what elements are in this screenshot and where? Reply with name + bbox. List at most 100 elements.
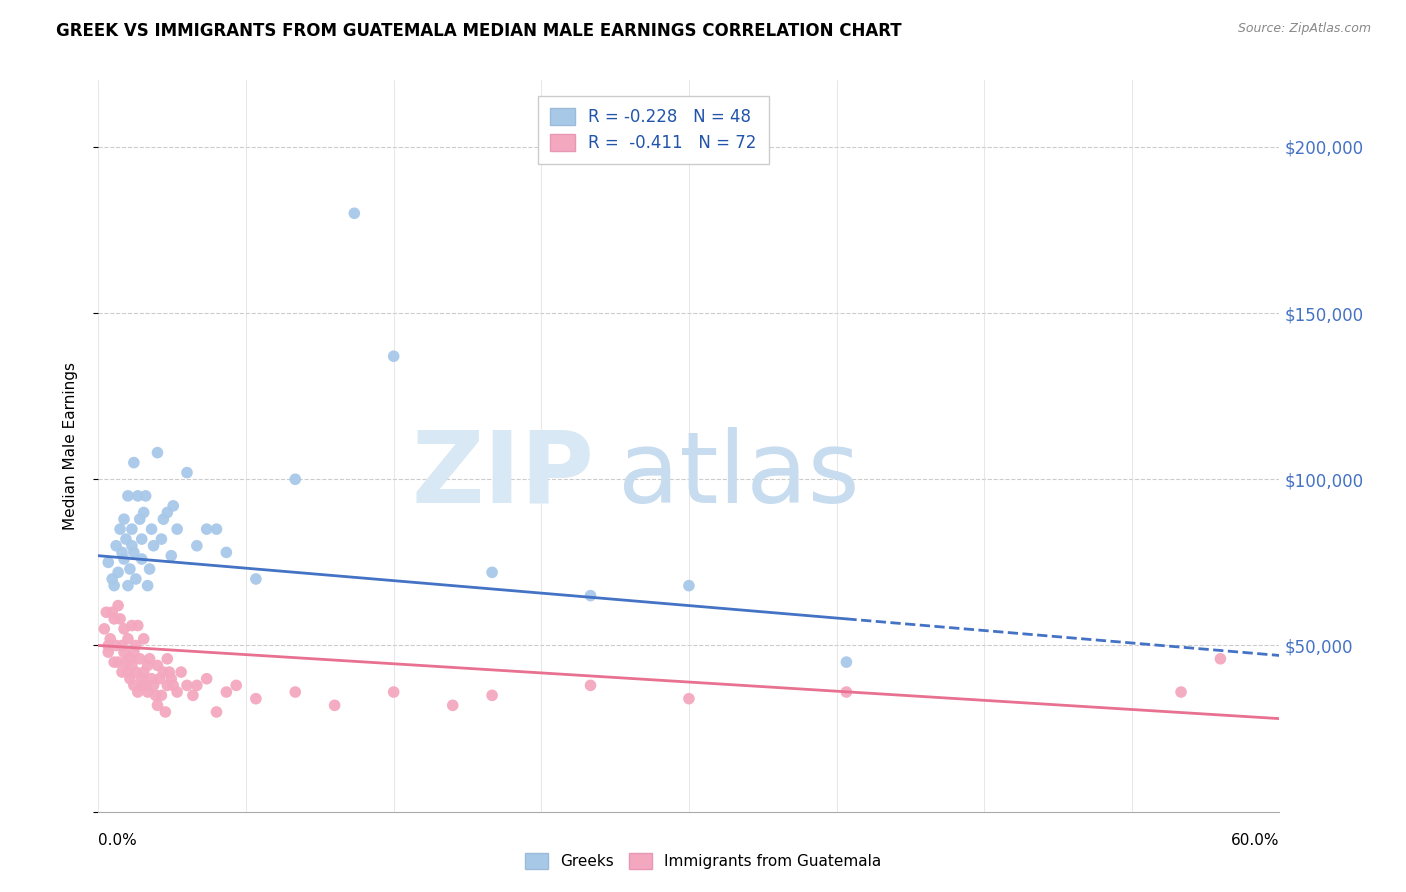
- Point: [382, 685, 405, 699]
- Point: [112, 645, 135, 659]
- Point: [160, 672, 183, 686]
- Point: [118, 562, 141, 576]
- Point: [150, 689, 173, 703]
- Point: [135, 678, 157, 692]
- Point: [121, 658, 143, 673]
- Point: [111, 545, 134, 559]
- Point: [111, 665, 134, 679]
- Point: [125, 639, 148, 653]
- Point: [166, 522, 188, 536]
- Point: [245, 691, 267, 706]
- Point: [215, 545, 238, 559]
- Point: [284, 472, 307, 486]
- Point: [131, 532, 153, 546]
- Point: [97, 555, 120, 569]
- Point: [117, 665, 139, 679]
- Point: [105, 639, 128, 653]
- Point: [108, 522, 131, 536]
- Text: atlas: atlas: [619, 426, 859, 524]
- Point: [131, 672, 153, 686]
- Point: [152, 512, 174, 526]
- Point: [125, 665, 148, 679]
- Point: [131, 552, 153, 566]
- Point: [225, 678, 247, 692]
- Point: [112, 552, 135, 566]
- Legend: R = -0.228   N = 48, R =  -0.411   N = 72: R = -0.228 N = 48, R = -0.411 N = 72: [538, 96, 769, 164]
- Point: [122, 645, 145, 659]
- Point: [108, 612, 131, 626]
- Point: [835, 685, 858, 699]
- Point: [481, 566, 503, 580]
- Point: [162, 499, 184, 513]
- Point: [441, 698, 464, 713]
- Point: [111, 639, 134, 653]
- Point: [98, 632, 121, 646]
- Text: Source: ZipAtlas.com: Source: ZipAtlas.com: [1237, 22, 1371, 36]
- Text: 60.0%: 60.0%: [1232, 832, 1279, 847]
- Text: GREEK VS IMMIGRANTS FROM GUATEMALA MEDIAN MALE EARNINGS CORRELATION CHART: GREEK VS IMMIGRANTS FROM GUATEMALA MEDIA…: [56, 22, 901, 40]
- Point: [122, 456, 145, 470]
- Point: [205, 522, 228, 536]
- Point: [115, 655, 138, 669]
- Point: [166, 685, 188, 699]
- Point: [195, 522, 218, 536]
- Point: [835, 655, 858, 669]
- Point: [127, 618, 149, 632]
- Point: [1170, 685, 1192, 699]
- Point: [127, 489, 149, 503]
- Point: [122, 678, 145, 692]
- Point: [160, 549, 183, 563]
- Point: [343, 206, 366, 220]
- Point: [136, 658, 159, 673]
- Point: [128, 652, 150, 666]
- Point: [93, 622, 115, 636]
- Point: [97, 645, 120, 659]
- Point: [132, 665, 155, 679]
- Point: [107, 599, 129, 613]
- Point: [323, 698, 346, 713]
- Point: [118, 672, 141, 686]
- Point: [138, 562, 160, 576]
- Point: [148, 672, 170, 686]
- Point: [579, 678, 602, 692]
- Point: [284, 685, 307, 699]
- Point: [156, 652, 179, 666]
- Text: ZIP: ZIP: [412, 426, 595, 524]
- Point: [136, 685, 159, 699]
- Point: [122, 545, 145, 559]
- Point: [146, 658, 169, 673]
- Point: [103, 655, 125, 669]
- Point: [103, 579, 125, 593]
- Point: [135, 489, 157, 503]
- Point: [112, 622, 135, 636]
- Point: [155, 705, 177, 719]
- Point: [127, 685, 149, 699]
- Point: [125, 572, 148, 586]
- Point: [107, 566, 129, 580]
- Point: [146, 445, 169, 459]
- Point: [117, 632, 139, 646]
- Point: [118, 652, 141, 666]
- Point: [107, 655, 129, 669]
- Point: [121, 618, 143, 632]
- Point: [142, 678, 165, 692]
- Point: [101, 605, 124, 619]
- Point: [141, 522, 163, 536]
- Point: [186, 678, 208, 692]
- Point: [152, 665, 174, 679]
- Point: [145, 689, 167, 703]
- Point: [678, 691, 700, 706]
- Point: [132, 506, 155, 520]
- Y-axis label: Median Male Earnings: Median Male Earnings: [63, 362, 77, 530]
- Point: [181, 689, 204, 703]
- Point: [215, 685, 238, 699]
- Point: [136, 579, 159, 593]
- Point: [156, 678, 179, 692]
- Point: [101, 572, 124, 586]
- Point: [156, 506, 179, 520]
- Point: [121, 539, 143, 553]
- Point: [1209, 652, 1232, 666]
- Point: [186, 539, 208, 553]
- Point: [146, 698, 169, 713]
- Point: [245, 572, 267, 586]
